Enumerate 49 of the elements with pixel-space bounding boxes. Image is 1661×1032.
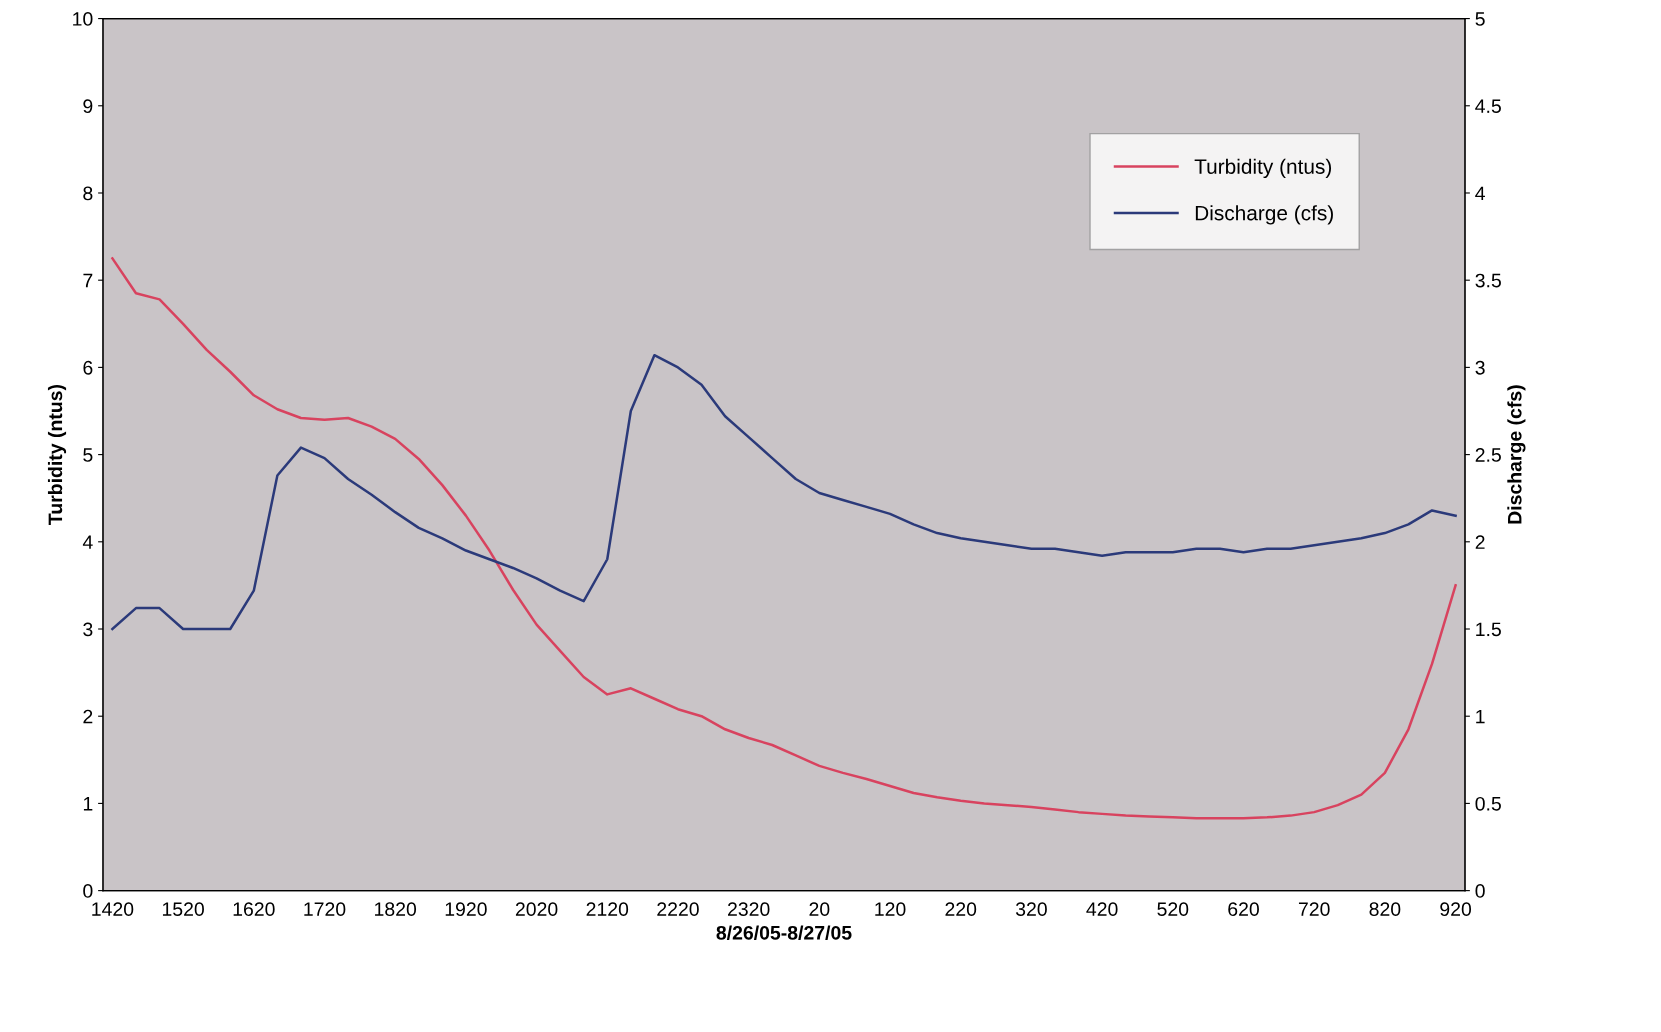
y-tick-label: 10 (73, 12, 93, 26)
x-tick-label: 2120 (586, 902, 629, 917)
x-tick-label: 420 (1086, 902, 1118, 917)
x-tick-label: 820 (1369, 902, 1401, 917)
x-tick-label: 1920 (445, 902, 487, 917)
x-tick-label: 1420 (92, 902, 134, 917)
x-tick-label: 2020 (515, 902, 558, 917)
y-tick-label: 1 (83, 797, 93, 811)
y-tick-label: 2 (83, 709, 93, 724)
x-tick-label: 720 (1298, 902, 1330, 917)
y-tick-label: 7 (83, 273, 93, 288)
y-tick-label: 9 (83, 99, 93, 114)
x-tick-label: 1720 (304, 902, 346, 917)
x-tick-label: 920 (1440, 902, 1472, 917)
y2-tick-label: 5 (1475, 12, 1485, 26)
y-tick-label: 6 (83, 360, 93, 375)
x-tick-label: 520 (1157, 902, 1189, 917)
x-tick-label: 220 (945, 902, 977, 917)
legend-label: Discharge (cfs) (1195, 205, 1333, 225)
y2-tick-label: 0.5 (1475, 796, 1501, 811)
x-tick-label: 1620 (233, 902, 275, 917)
y2-tick-label: 4.5 (1475, 99, 1501, 114)
y2-tick-label: 3.5 (1475, 273, 1501, 288)
x-tick-label: 2220 (657, 902, 699, 917)
y-tick-label: 0 (83, 884, 93, 898)
y2-tick-label: 4 (1475, 186, 1485, 201)
x-tick-label: 620 (1228, 902, 1259, 917)
y-tick-label: 8 (83, 186, 93, 201)
x-tick-label: 2320 (728, 902, 770, 917)
line-series (111, 257, 1457, 820)
line-series (111, 353, 1457, 631)
x-tick-label: 1820 (375, 902, 417, 917)
y2-tick-label: 0 (1475, 884, 1485, 898)
y2-tick-label: 3 (1475, 360, 1485, 375)
y2-tick-label: 2.5 (1475, 448, 1501, 462)
y2-tick-label: 1.5 (1476, 622, 1501, 637)
x-tick-label: 320 (1015, 902, 1047, 917)
x-tick-label: 1520 (162, 902, 204, 917)
y-axis-title: Turbidity (ntus) (47, 384, 67, 525)
x-axis-title: 8/26/05-8/27/05 (716, 925, 852, 940)
y-tick-label: 5 (83, 448, 93, 462)
y2-axis-title: Discharge (cfs) (1507, 385, 1526, 524)
y2-tick-label: 2 (1475, 535, 1485, 549)
x-tick-label: 20 (809, 902, 830, 917)
y-tick-label: 4 (82, 535, 93, 549)
y-tick-label: 3 (83, 622, 93, 637)
x-tick-label: 120 (875, 902, 906, 917)
legend-label: Turbidity (ntus) (1194, 158, 1332, 179)
y2-tick-label: 1 (1476, 709, 1485, 724)
